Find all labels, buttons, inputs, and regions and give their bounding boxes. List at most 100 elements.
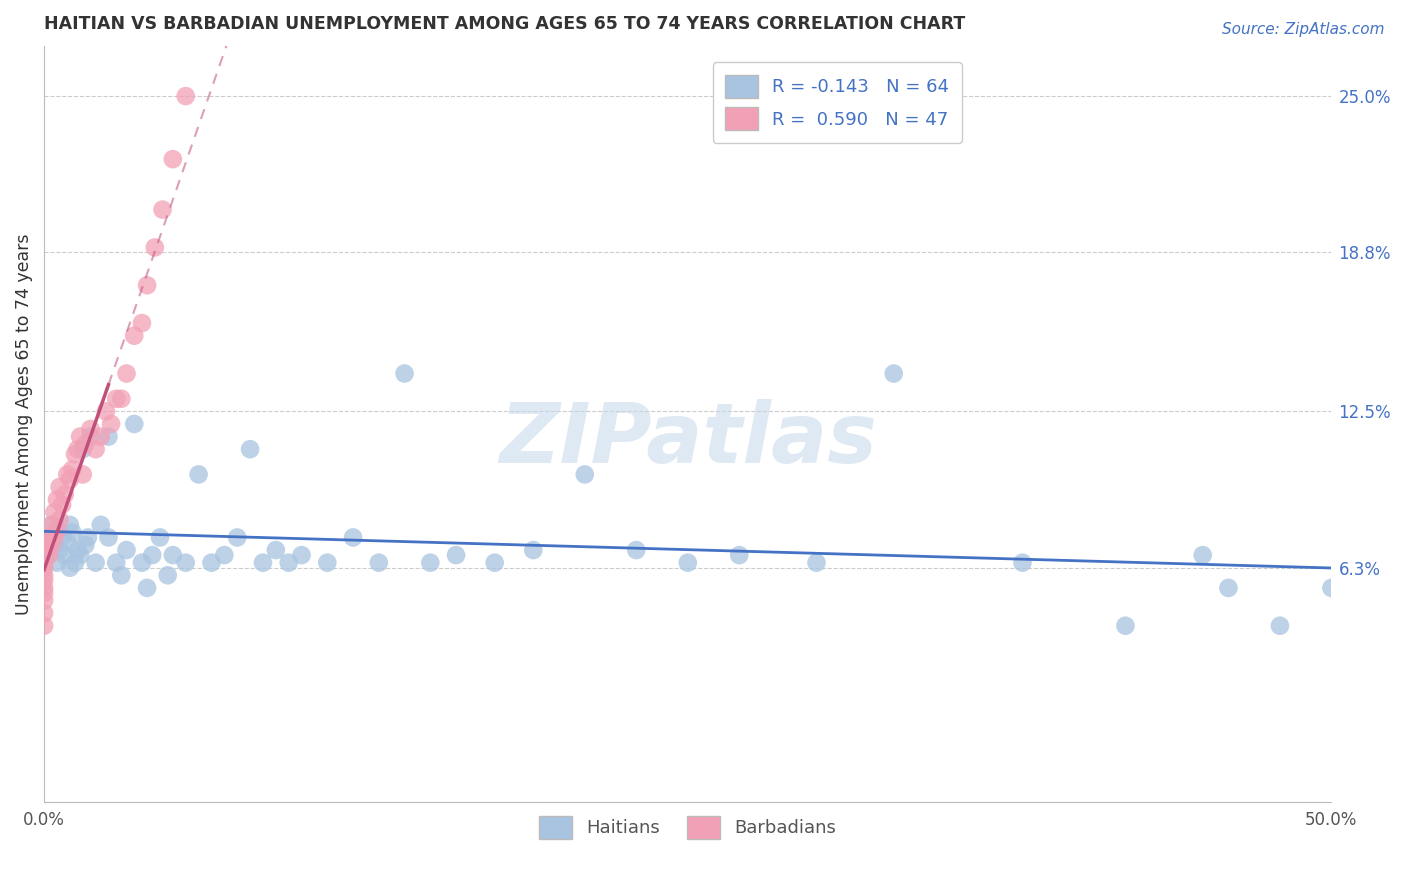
- Point: [1011, 556, 1033, 570]
- Point: [252, 556, 274, 570]
- Point: [394, 367, 416, 381]
- Point: [200, 556, 222, 570]
- Point: [59, 473, 82, 487]
- Point: [59, 517, 82, 532]
- Point: [187, 467, 209, 482]
- Point: [38, 548, 60, 562]
- Point: [131, 556, 153, 570]
- Y-axis label: Unemployment Among Ages 65 to 74 years: Unemployment Among Ages 65 to 74 years: [15, 233, 32, 615]
- Point: [46, 556, 69, 570]
- Point: [41, 517, 63, 532]
- Point: [38, 531, 60, 545]
- Point: [56, 467, 79, 482]
- Text: ZIPatlas: ZIPatlas: [499, 399, 877, 480]
- Point: [48, 513, 70, 527]
- Point: [32, 574, 55, 588]
- Point: [77, 531, 100, 545]
- Point: [62, 525, 84, 540]
- Point: [626, 543, 648, 558]
- Point: [41, 517, 63, 532]
- Point: [141, 548, 163, 562]
- Point: [32, 586, 55, 600]
- Point: [69, 548, 91, 562]
- Point: [56, 535, 79, 549]
- Point: [84, 442, 107, 457]
- Point: [53, 548, 76, 562]
- Point: [115, 367, 138, 381]
- Point: [66, 442, 89, 457]
- Point: [174, 556, 197, 570]
- Point: [264, 543, 287, 558]
- Point: [38, 531, 60, 545]
- Point: [115, 543, 138, 558]
- Point: [484, 556, 506, 570]
- Point: [84, 556, 107, 570]
- Point: [53, 487, 76, 501]
- Point: [1191, 548, 1213, 562]
- Point: [32, 568, 55, 582]
- Point: [44, 538, 66, 552]
- Point: [32, 556, 55, 570]
- Point: [522, 543, 544, 558]
- Point: [90, 517, 112, 532]
- Point: [72, 442, 94, 457]
- Text: HAITIAN VS BARBADIAN UNEMPLOYMENT AMONG AGES 65 TO 74 YEARS CORRELATION CHART: HAITIAN VS BARBADIAN UNEMPLOYMENT AMONG …: [44, 15, 966, 33]
- Point: [149, 531, 172, 545]
- Point: [728, 548, 751, 562]
- Point: [136, 278, 159, 293]
- Point: [79, 422, 101, 436]
- Point: [156, 568, 179, 582]
- Point: [806, 556, 828, 570]
- Point: [105, 556, 128, 570]
- Point: [100, 417, 122, 431]
- Point: [63, 447, 86, 461]
- Point: [51, 498, 73, 512]
- Point: [59, 560, 82, 574]
- Point: [32, 560, 55, 574]
- Point: [1320, 581, 1343, 595]
- Point: [48, 543, 70, 558]
- Point: [162, 548, 184, 562]
- Legend: Haitians, Barbadians: Haitians, Barbadians: [533, 808, 844, 847]
- Point: [162, 152, 184, 166]
- Point: [174, 89, 197, 103]
- Point: [143, 240, 166, 254]
- Point: [94, 404, 117, 418]
- Point: [122, 417, 145, 431]
- Point: [69, 429, 91, 443]
- Point: [97, 429, 120, 443]
- Point: [1218, 581, 1240, 595]
- Point: [75, 437, 97, 451]
- Point: [239, 442, 262, 457]
- Point: [676, 556, 699, 570]
- Point: [62, 462, 84, 476]
- Point: [105, 392, 128, 406]
- Point: [79, 429, 101, 443]
- Point: [152, 202, 174, 217]
- Point: [277, 556, 299, 570]
- Point: [44, 505, 66, 519]
- Point: [90, 429, 112, 443]
- Point: [32, 618, 55, 632]
- Point: [110, 392, 132, 406]
- Point: [316, 556, 339, 570]
- Point: [46, 523, 69, 537]
- Point: [35, 548, 58, 562]
- Point: [110, 568, 132, 582]
- Point: [32, 606, 55, 620]
- Point: [136, 581, 159, 595]
- Point: [41, 538, 63, 552]
- Point: [63, 556, 86, 570]
- Point: [367, 556, 389, 570]
- Point: [32, 548, 55, 562]
- Point: [97, 531, 120, 545]
- Point: [1114, 618, 1136, 632]
- Point: [1268, 618, 1291, 632]
- Point: [883, 367, 905, 381]
- Point: [226, 531, 249, 545]
- Text: Source: ZipAtlas.com: Source: ZipAtlas.com: [1222, 22, 1385, 37]
- Point: [122, 328, 145, 343]
- Point: [48, 480, 70, 494]
- Point: [72, 467, 94, 482]
- Point: [32, 581, 55, 595]
